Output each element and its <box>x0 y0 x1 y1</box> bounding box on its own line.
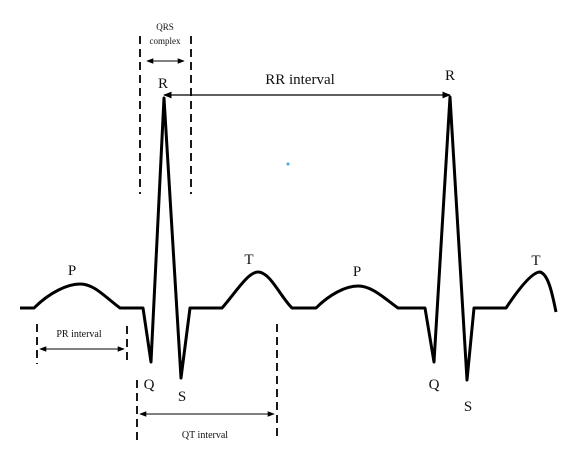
pr-interval-label: PR interval <box>56 329 101 340</box>
p-wave-label-2: P <box>353 264 361 280</box>
s-wave-label-2: S <box>464 399 472 415</box>
qrs-label-line1: QRS <box>156 22 174 32</box>
p-wave-label-1: P <box>68 263 76 279</box>
t-wave-label-2: T <box>531 253 540 269</box>
qrs-label-line2: complex <box>150 36 181 46</box>
q-wave-label-1: Q <box>144 377 155 393</box>
stray-dot <box>287 163 290 166</box>
r-peak-label-1: R <box>158 76 168 92</box>
t-wave-label-1: T <box>244 252 253 268</box>
qt-interval-label: QT interval <box>182 430 228 441</box>
r-peak-label-2: R <box>445 68 455 84</box>
s-wave-label-1: S <box>178 389 186 405</box>
rr-interval-label: RR interval <box>265 72 335 88</box>
q-wave-label-2: Q <box>429 377 440 393</box>
